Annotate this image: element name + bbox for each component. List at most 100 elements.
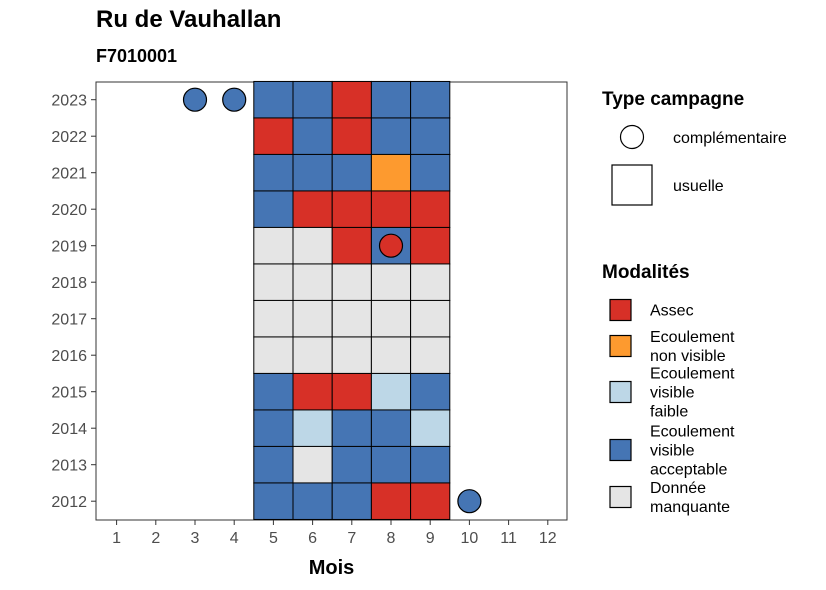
legend-key-assec [609, 298, 632, 322]
legend-key-acceptable [609, 438, 632, 462]
heatmap-cell [370, 409, 412, 447]
y-tick-label: 2020 [51, 202, 87, 219]
heatmap-cell [253, 445, 294, 484]
heatmap-cell [331, 336, 372, 374]
heatmap-cell [370, 80, 412, 119]
x-tick-label: 7 [347, 530, 356, 547]
heatmap-cell [253, 190, 294, 228]
heatmap-cell [331, 117, 372, 155]
heatmap-cell [253, 409, 294, 447]
y-tick-label: 2019 [51, 239, 87, 256]
legend-key-non_visible [609, 334, 632, 358]
heatmap-cell [331, 409, 372, 447]
heatmap-cell [292, 299, 333, 338]
y-tick-label: 2016 [51, 348, 87, 365]
x-tick-label: 4 [230, 530, 239, 547]
x-tick-label: 12 [539, 530, 557, 547]
legends: Type campagne complémentaire usuelle Modali… [602, 89, 787, 516]
heatmap-cell [292, 226, 333, 265]
heatmap-cell [410, 299, 451, 338]
legend-title-campaign: Type campagne [602, 89, 744, 110]
chart-subtitle: F7010001 [96, 46, 178, 66]
legend-label-manquante: Donnée manquante [650, 480, 730, 516]
heatmap-cell [410, 117, 451, 155]
heatmap-cell [331, 263, 372, 301]
legend-key-manquante [609, 485, 632, 509]
y-tick-label: 2017 [51, 312, 87, 329]
heatmap-cell [370, 372, 412, 411]
legend-key-square [611, 164, 653, 206]
complementary-point [182, 87, 208, 112]
x-tick-label: 2 [151, 530, 160, 547]
heatmap-cell [331, 445, 372, 484]
legend-label-campaign: complémentaire [673, 130, 787, 147]
chart-title: Ru de Vauhallan [96, 6, 282, 33]
heatmap-cell [253, 226, 294, 265]
heatmap-cell [410, 263, 451, 301]
heatmap-cell [370, 190, 412, 228]
x-tick-label: 1 [112, 530, 121, 547]
heatmap-cell [292, 336, 333, 374]
heatmap-cell [410, 482, 451, 520]
heatmap-cell [253, 80, 294, 119]
x-tick-label: 6 [308, 530, 317, 547]
x-tick-label: 3 [191, 530, 200, 547]
heatmap-cell [331, 153, 372, 192]
heatmap-cell [253, 482, 294, 520]
legend-key-faible [609, 380, 632, 404]
complementary-point [378, 233, 404, 258]
x-tick-label: 5 [269, 530, 278, 547]
heatmap-cell [370, 117, 412, 155]
heatmap-cell [292, 263, 333, 301]
legend-label-campaign: usuelle [673, 178, 724, 195]
heatmap-cell [292, 117, 333, 155]
legend-label-assec: Assec [650, 303, 694, 320]
heatmap-cell [410, 153, 451, 192]
heatmap-cell [370, 482, 412, 520]
heatmap-cell [410, 80, 451, 119]
heatmap-cell [410, 409, 451, 447]
heatmap-cell [331, 80, 372, 119]
legend-label-non_visible: Ecoulement non visible [650, 329, 735, 365]
heatmap-cell [292, 80, 333, 119]
heatmap-cell [292, 445, 333, 484]
y-tick-label: 2021 [51, 166, 87, 183]
heatmap-cell [370, 263, 412, 301]
y-tick-label: 2023 [51, 93, 87, 110]
y-tick-label: 2015 [51, 385, 87, 402]
heatmap-cell [410, 445, 451, 484]
heatmap-cell [410, 372, 451, 411]
y-tick-label: 2012 [51, 494, 87, 511]
y-tick-label: 2018 [51, 275, 87, 292]
heatmap-cell [253, 372, 294, 411]
complementary-point [457, 489, 482, 514]
legend-key-circle [619, 124, 645, 150]
heatmap-cell [331, 190, 372, 228]
heatmap-cell [370, 336, 412, 374]
heatmap-cell [370, 445, 412, 484]
y-tick-label: 2014 [51, 421, 87, 438]
axes: 1 2 3 4 5 6 7 8 9 10 11 122012201320142015201620172… [51, 93, 556, 579]
heatmap-cell [410, 336, 451, 374]
x-tick-label: 10 [461, 530, 479, 547]
heatmap-cell [410, 226, 451, 265]
legend-label-faible: Ecoulement visible faible [650, 366, 735, 421]
heatmap-cell [331, 372, 372, 411]
heatmap-cell [253, 117, 294, 155]
heatmap-cell [331, 226, 372, 265]
heatmap-cell [253, 336, 294, 374]
legend-title-modalities: Modalités [602, 262, 690, 283]
x-tick-label: 9 [426, 530, 435, 547]
x-axis-title: Mois [309, 557, 355, 579]
heatmap-cell [253, 153, 294, 192]
heatmap-cell [410, 190, 451, 228]
x-tick-label: 11 [500, 530, 517, 547]
heatmap-cell [292, 372, 333, 411]
x-tick-label: 8 [387, 530, 396, 547]
heatmap-cell [331, 482, 372, 520]
complementary-point [222, 87, 247, 112]
heatmap-cell [370, 299, 412, 338]
heatmap-cell [292, 190, 333, 228]
legend-label-acceptable: Ecoulement visible acceptable [650, 424, 735, 479]
